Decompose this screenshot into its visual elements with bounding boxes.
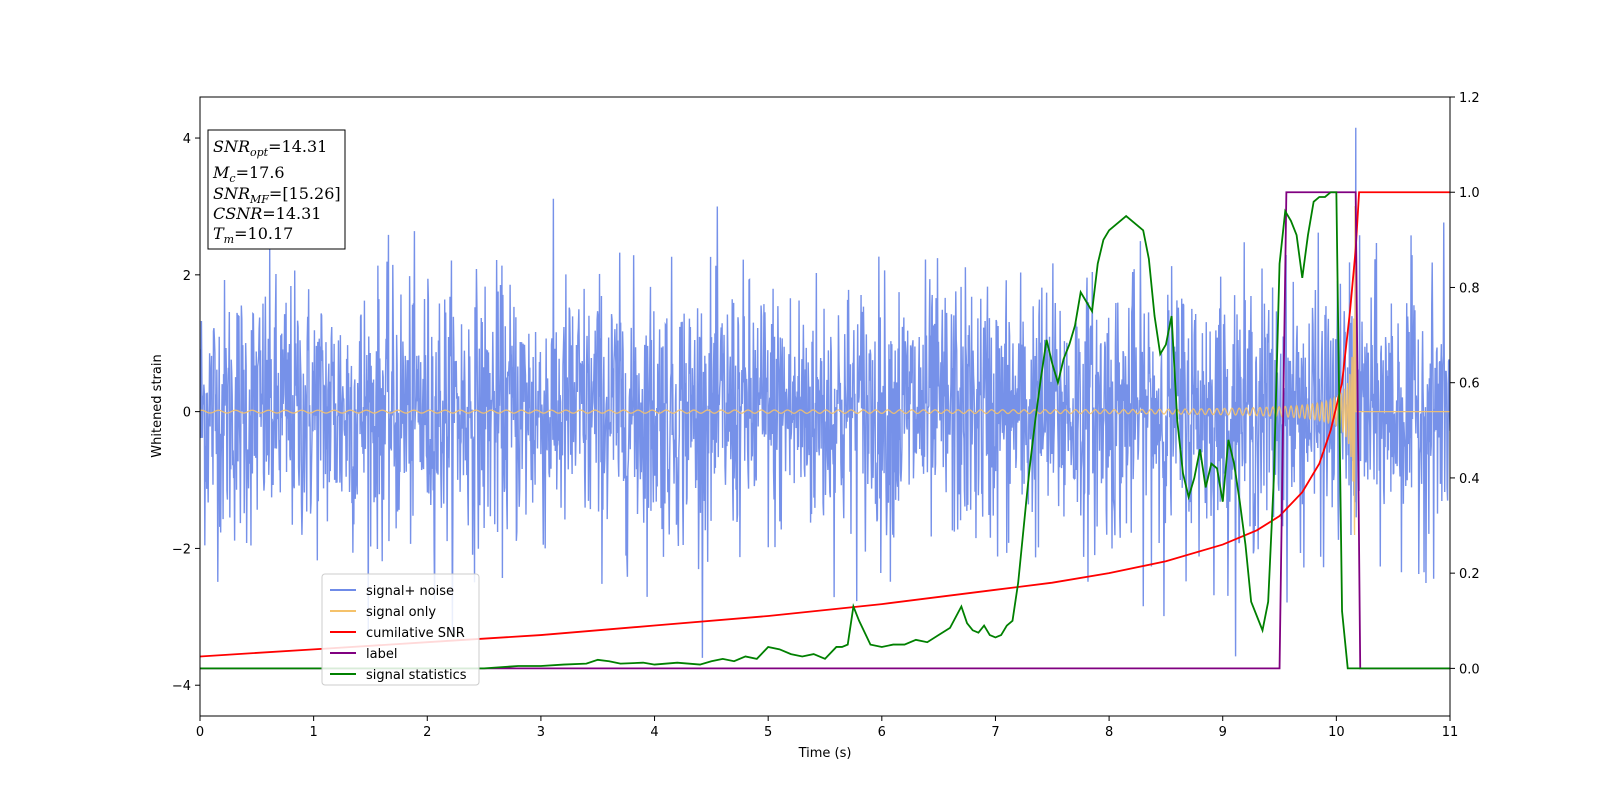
y-right-tick-label: 0.6 xyxy=(1459,377,1480,392)
legend-entry-label: signal+ noise xyxy=(366,584,454,599)
y-right-tick-label: 1.2 xyxy=(1459,91,1480,106)
y-left-tick-label: −2 xyxy=(172,542,191,557)
legend-frame xyxy=(321,573,480,686)
x-tick-label: 8 xyxy=(1105,725,1113,740)
y-axis-right: 0.0 0.2 0.4 0.6 0.8 1.0 1.2 xyxy=(1450,91,1480,677)
x-tick-label: 7 xyxy=(991,725,999,740)
y-right-tick-label: 1.0 xyxy=(1459,186,1480,201)
annotation-tm: Tm=10.17 xyxy=(213,224,293,246)
y-axis-left: −4 −2 0 2 4 xyxy=(172,132,200,694)
x-tick-label: 0 xyxy=(196,725,204,740)
annotation-csnr: CSNR=14.31 xyxy=(213,204,321,223)
series-signal-statistics-line xyxy=(200,191,1450,670)
legend-entry-label: signal only xyxy=(366,605,436,620)
y-left-tick-label: 0 xyxy=(183,406,191,421)
x-tick-label: 3 xyxy=(537,725,545,740)
legend-entry-label: signal statistics xyxy=(366,668,467,683)
x-axis: 0 1 2 3 4 5 6 7 8 9 10 11 xyxy=(196,716,1458,740)
y-right-tick-label: 0.4 xyxy=(1459,472,1480,487)
annotation-frame xyxy=(207,129,346,250)
series-signal-only-line xyxy=(200,206,1450,535)
legend: signal+ noise signal only cumilative SNR la… xyxy=(321,573,480,686)
x-tick-label: 10 xyxy=(1328,725,1345,740)
y-right-tick-label: 0.0 xyxy=(1459,662,1480,677)
plot-area xyxy=(199,96,1451,717)
stats-annotation-box: SNRopt=14.31 Mc=17.6 SNRMF=[15.26] CSNR=… xyxy=(207,129,346,250)
x-axis-label: Time (s) xyxy=(798,746,852,761)
x-tick-label: 5 xyxy=(764,725,772,740)
annotation-mc: Mc=17.6 xyxy=(212,163,285,185)
annotation-snr-mf: SNRMF=[15.26] xyxy=(213,184,341,206)
y-right-tick-label: 0.8 xyxy=(1459,281,1480,296)
series-layer xyxy=(200,127,1450,670)
x-tick-label: 2 xyxy=(423,725,431,740)
series-cumulative-snr-line xyxy=(200,191,1450,658)
x-tick-label: 11 xyxy=(1442,725,1459,740)
axes-frame xyxy=(199,96,1451,717)
y-left-tick-label: 4 xyxy=(183,132,191,147)
x-tick-label: 6 xyxy=(878,725,886,740)
legend-entry-label: label xyxy=(366,647,397,662)
y-left-tick-label: 2 xyxy=(183,269,191,284)
legend-entry-label: cumilative SNR xyxy=(366,626,465,641)
x-tick-label: 4 xyxy=(650,725,658,740)
x-tick-label: 9 xyxy=(1219,725,1227,740)
y-axis-label: Whitened strain xyxy=(150,354,165,457)
y-left-tick-label: −4 xyxy=(172,679,191,694)
y-right-tick-label: 0.2 xyxy=(1459,567,1480,582)
series-signal-noise-line xyxy=(200,127,1450,658)
x-tick-label: 1 xyxy=(309,725,317,740)
annotation-snr-opt: SNRopt=14.31 xyxy=(213,137,327,159)
